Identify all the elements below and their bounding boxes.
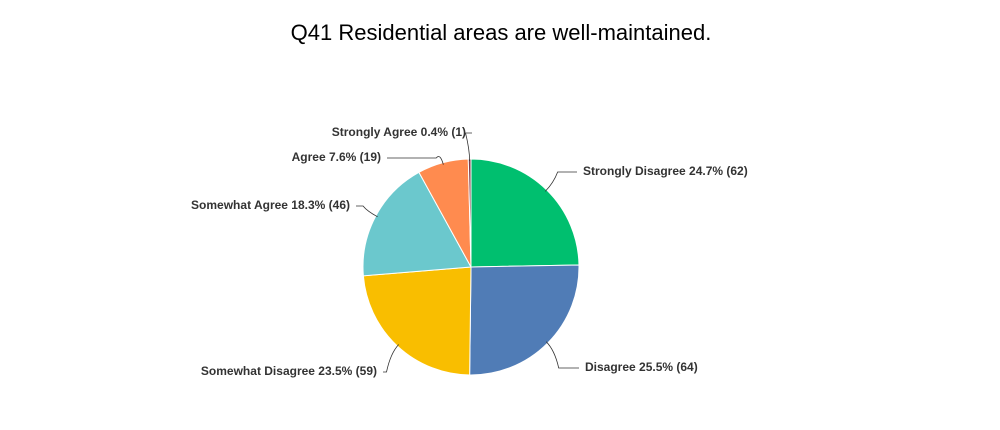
leader-line xyxy=(356,205,378,218)
slice-label: Agree 7.6% (19) xyxy=(292,150,381,164)
chart-title: Q41 Residential areas are well-maintaine… xyxy=(291,20,712,45)
leader-line xyxy=(544,171,577,192)
leader-line xyxy=(545,341,579,369)
pie-slice xyxy=(470,158,580,268)
leader-line xyxy=(383,344,399,373)
slice-label: Somewhat Agree 18.3% (46) xyxy=(191,198,350,212)
leader-line xyxy=(465,132,472,162)
slice-label: Disagree 25.5% (64) xyxy=(585,360,698,374)
slice-label: Strongly Disagree 24.7% (62) xyxy=(583,164,748,178)
pie-slice xyxy=(362,266,472,376)
slice-label: Somewhat Disagree 23.5% (59) xyxy=(201,364,377,378)
leader-line xyxy=(387,156,444,165)
slice-label: Strongly Agree 0.4% (1) xyxy=(332,125,466,139)
pie-slice xyxy=(469,264,580,376)
